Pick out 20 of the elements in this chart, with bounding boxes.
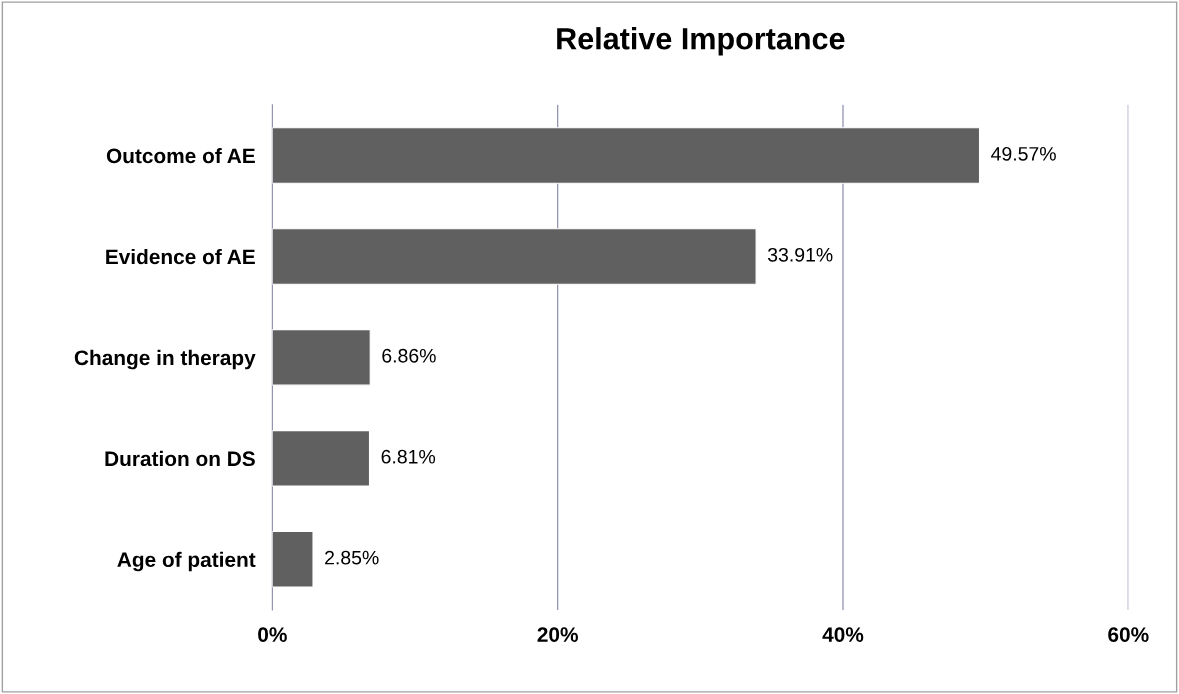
data-label: 6.86% bbox=[382, 348, 436, 363]
x-tick-label: 0% bbox=[258, 627, 287, 642]
bar bbox=[272, 530, 314, 588]
x-tick-label: 40% bbox=[822, 627, 864, 642]
x-tick-label: 60% bbox=[1108, 627, 1149, 642]
bar bbox=[272, 228, 757, 285]
y-tick-label: Age of patient bbox=[117, 551, 256, 572]
y-tick-label: Outcome of AE bbox=[106, 147, 255, 164]
y-tick-label: Duration on DS bbox=[105, 450, 255, 467]
y-tick-label: Evidence of AE bbox=[106, 248, 255, 265]
bar bbox=[272, 329, 371, 386]
chart-title: Relative Importance bbox=[557, 27, 845, 56]
data-label: 2.85% bbox=[325, 550, 379, 565]
data-label: 6.81% bbox=[381, 449, 436, 464]
bar bbox=[272, 430, 371, 487]
data-label: 49.57% bbox=[991, 146, 1056, 161]
x-tick-label: 20% bbox=[537, 627, 578, 642]
data-label: 33.91% bbox=[767, 247, 833, 262]
bar bbox=[272, 127, 981, 184]
y-tick-label: Change in therapy bbox=[74, 349, 256, 370]
